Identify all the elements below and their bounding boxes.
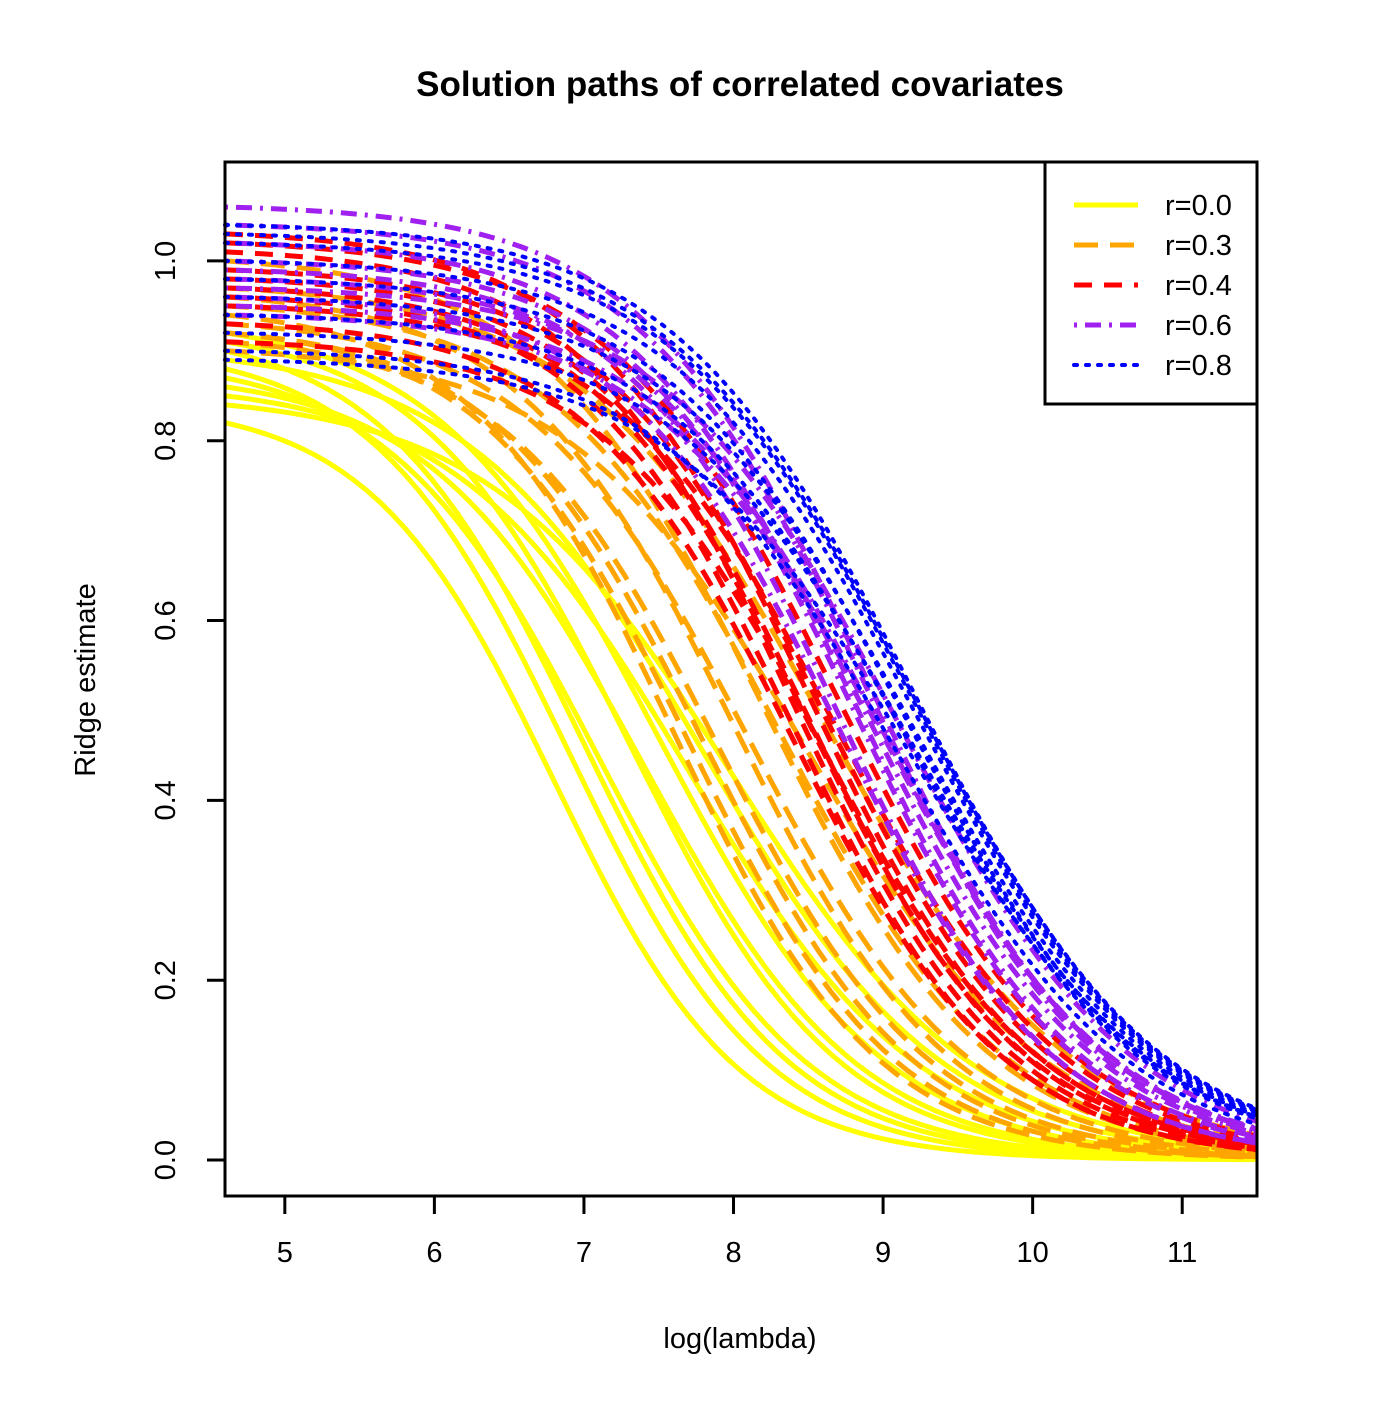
series-r=0.6-path-9 (224, 267, 1258, 1146)
y-axis: 0.0 0.2 0.4 0.6 0.8 1.0 (150, 241, 227, 1180)
series-r=0.6-path-3 (224, 276, 1258, 1136)
series-r=0.4-path-8 (224, 276, 1258, 1149)
y-tick-label: 0.6 (150, 600, 182, 640)
series-r=0.3-path-1 (224, 312, 1258, 1160)
x-tick-label: 11 (1167, 1237, 1197, 1269)
series-r=0.0-path-8 (224, 420, 1257, 1163)
series-r=0.3-path-3 (224, 294, 1258, 1156)
series-r=0.8-path-3 (223, 258, 1259, 1114)
series-r=0.6-path-2 (224, 240, 1258, 1140)
series-r=0.4-path-4 (224, 285, 1258, 1149)
series-r=0.8-path-8 (223, 348, 1259, 1127)
legend-label: r=0.4 (1165, 270, 1232, 302)
x-tick-label: 7 (576, 1237, 592, 1269)
series-r=0.8-path-7 (223, 330, 1259, 1118)
y-axis-label: Ridge estimate (70, 583, 102, 776)
series-r=0.3-path-2 (224, 330, 1258, 1159)
series-r=0.0-path-5 (224, 330, 1258, 1159)
series-r=0.8-path-2 (223, 240, 1259, 1113)
legend-label: r=0.6 (1165, 310, 1232, 342)
series-r=0.8-path-10 (223, 231, 1259, 1111)
series-r=0.8-path-6 (223, 312, 1259, 1121)
series-r=0.8-path-1 (223, 222, 1259, 1112)
legend: r=0.0 r=0.3 r=0.4 r=0.6 r=0.8 (1043, 160, 1259, 406)
x-tick-label: 10 (1017, 1237, 1049, 1269)
series-r=0.4-path-10 (224, 294, 1258, 1153)
y-tick-label: 0.4 (150, 780, 182, 820)
y-tick-label: 0.8 (150, 421, 182, 461)
series-r=0.4-path-9 (224, 240, 1258, 1139)
x-tick-label: 9 (875, 1237, 891, 1269)
legend-item-r=0.3: r=0.3 (1074, 230, 1232, 262)
x-tick-label: 5 (277, 1237, 293, 1269)
chart-title: Solution paths of correlated covariates (416, 65, 1064, 104)
series-r=0.6 (224, 204, 1258, 1146)
x-axis: 5 6 7 8 9 10 11 (277, 1194, 1197, 1269)
x-tick-label: 6 (426, 1237, 442, 1269)
legend-label: r=0.0 (1165, 190, 1232, 222)
legend-item-r=0.8: r=0.8 (1072, 350, 1232, 382)
series-r=0.6-path-7 (224, 285, 1258, 1124)
series-r=0.0-path-3 (224, 375, 1258, 1161)
legend-label: r=0.8 (1165, 350, 1232, 382)
x-axis-label: log(lambda) (663, 1323, 816, 1355)
series-r=0.6-path-8 (224, 222, 1258, 1135)
y-tick-label: 0.2 (150, 960, 182, 1000)
plot-lines (223, 204, 1259, 1163)
legend-item-r=0.0: r=0.0 (1074, 190, 1232, 222)
series-r=0.6-path-1 (224, 204, 1258, 1133)
legend-item-r=0.6: r=0.6 (1074, 310, 1232, 342)
y-tick-label: 0.0 (150, 1140, 182, 1180)
series-r=0.0 (224, 330, 1258, 1163)
series-r=0.3-path-10 (224, 330, 1258, 1160)
series-r=0.8-path-9 (223, 357, 1259, 1120)
series-r=0.4 (224, 231, 1258, 1153)
legend-item-r=0.4: r=0.4 (1074, 270, 1232, 302)
x-tick-label: 8 (725, 1237, 741, 1269)
series-r=0.3-path-6 (224, 339, 1258, 1158)
series-r=0.8-path-5 (223, 294, 1259, 1116)
series-r=0.8 (223, 222, 1259, 1127)
legend-label: r=0.3 (1165, 230, 1232, 262)
series-r=0.3-path-4 (224, 321, 1258, 1155)
series-r=0.0-path-9 (224, 339, 1258, 1161)
y-tick-label: 1.0 (150, 241, 182, 281)
series-r=0.4-path-7 (224, 339, 1258, 1147)
series-r=0.4-path-5 (224, 303, 1258, 1142)
series-r=0.6-path-10 (224, 303, 1258, 1132)
